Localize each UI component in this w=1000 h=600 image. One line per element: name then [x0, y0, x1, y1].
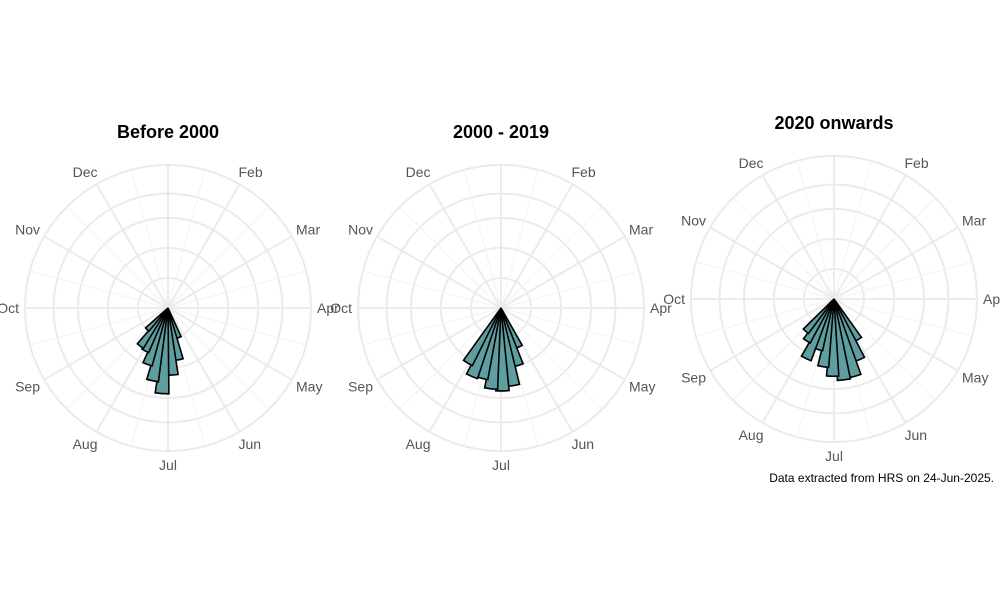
month-label-jul: Jul — [492, 457, 510, 473]
month-label-nov: Nov — [681, 213, 706, 229]
grid-spoke-mar — [833, 226, 959, 300]
grid-spoke-may — [500, 307, 626, 381]
grid-minor-spoke — [167, 307, 270, 410]
grid-spoke-dec — [428, 183, 502, 309]
grid-minor-spoke — [500, 270, 640, 309]
month-label-aug: Aug — [739, 427, 764, 443]
chart-title: Before 2000 — [117, 122, 219, 142]
grid-minor-spoke — [399, 206, 502, 309]
grid-minor-spoke — [362, 307, 502, 346]
month-label-jul: Jul — [159, 457, 177, 473]
month-label-may: May — [296, 379, 322, 395]
grid-minor-spoke — [463, 169, 502, 309]
grid-minor-spoke — [399, 307, 502, 410]
polar-bars — [800, 298, 866, 382]
grid-spoke-sep — [709, 298, 835, 372]
polar-bar — [802, 298, 835, 335]
polar-bar — [462, 307, 502, 367]
grid-spoke-dec — [95, 183, 169, 309]
grid-spoke-nov — [376, 235, 502, 309]
month-label-jun: Jun — [572, 436, 595, 452]
grid-minor-spoke — [500, 307, 603, 410]
grid-spoke-feb — [500, 183, 574, 309]
grid-minor-spoke — [500, 169, 539, 309]
month-label-may: May — [629, 379, 655, 395]
month-label-feb: Feb — [572, 164, 596, 180]
month-label-oct: Oct — [0, 300, 19, 316]
grid-minor-spoke — [833, 160, 872, 300]
grid-spoke-sep — [376, 307, 502, 381]
grid-spoke-mar — [167, 235, 293, 309]
month-label-aug: Aug — [406, 436, 431, 452]
month-label-oct: Oct — [330, 300, 352, 316]
grid-spoke-may — [167, 307, 293, 381]
grid-spoke-dec — [761, 174, 835, 300]
month-label-apr: Apr — [983, 291, 1000, 307]
month-label-may: May — [962, 370, 988, 386]
grid-spoke-feb — [167, 183, 241, 309]
grid-minor-spoke — [66, 206, 169, 309]
grid-minor-spoke — [167, 206, 270, 309]
grid-minor-spoke — [695, 261, 835, 300]
grid-spoke-sep — [43, 307, 169, 381]
data-source-caption: Data extracted from HRS on 24-Jun-2025. — [769, 471, 994, 485]
grid-minor-spoke — [833, 298, 936, 401]
month-label-jun: Jun — [905, 427, 928, 443]
grid-minor-spoke — [167, 169, 206, 309]
chart-panel-2000-2019: 2000 - 2019 Feb Mar Apr May Jun Jul Aug Sep Oct N… — [330, 122, 672, 473]
grid-minor-spoke — [167, 307, 307, 346]
month-label-aug: Aug — [73, 436, 98, 452]
month-label-dec: Dec — [406, 164, 431, 180]
grid-spoke-jun — [167, 307, 241, 433]
month-label-feb: Feb — [905, 155, 929, 171]
grid-spoke-nov — [43, 235, 169, 309]
grid-minor-spoke — [500, 206, 603, 309]
chart-panel-before-2000: Before 2000 Feb Mar Apr May Jun Jul Aug Sep Oct N… — [0, 122, 339, 473]
grid-spoke-may — [833, 298, 959, 372]
month-label-oct: Oct — [663, 291, 685, 307]
polar-bars — [136, 307, 185, 395]
grid-spoke-nov — [709, 226, 835, 300]
grid-minor-spoke — [833, 197, 936, 300]
polar-bar — [144, 307, 169, 333]
grid-spoke-feb — [833, 174, 907, 300]
month-label-sep: Sep — [681, 370, 706, 386]
grid-minor-spoke — [29, 307, 169, 346]
month-label-mar: Mar — [296, 222, 320, 238]
grid-minor-spoke — [695, 298, 835, 337]
month-label-dec: Dec — [73, 164, 98, 180]
month-label-sep: Sep — [15, 379, 40, 395]
month-label-sep: Sep — [348, 379, 373, 395]
polar-bars — [462, 307, 525, 392]
grid-minor-spoke — [130, 169, 169, 309]
month-label-nov: Nov — [15, 222, 40, 238]
month-label-nov: Nov — [348, 222, 373, 238]
chart-title: 2020 onwards — [774, 113, 893, 133]
month-label-jun: Jun — [239, 436, 262, 452]
grid-minor-spoke — [29, 270, 169, 309]
grid-spoke-mar — [500, 235, 626, 309]
chart-panel-2020-onwards: 2020 onwards Feb Mar Apr May Jun Jul Aug Sep Oct… — [663, 113, 1000, 464]
polar-grid — [690, 155, 978, 443]
month-label-apr: Apr — [650, 300, 672, 316]
grid-minor-spoke — [833, 298, 973, 337]
grid-minor-spoke — [796, 160, 835, 300]
grid-minor-spoke — [362, 270, 502, 309]
grid-minor-spoke — [833, 261, 973, 300]
month-label-mar: Mar — [629, 222, 653, 238]
grid-minor-spoke — [167, 270, 307, 309]
month-label-jul: Jul — [825, 448, 843, 464]
month-label-apr: Apr — [317, 300, 339, 316]
grid-minor-spoke — [732, 197, 835, 300]
month-label-dec: Dec — [739, 155, 764, 171]
month-label-mar: Mar — [962, 213, 986, 229]
grid-minor-spoke — [500, 307, 640, 346]
chart-title: 2000 - 2019 — [453, 122, 549, 142]
month-label-feb: Feb — [239, 164, 263, 180]
